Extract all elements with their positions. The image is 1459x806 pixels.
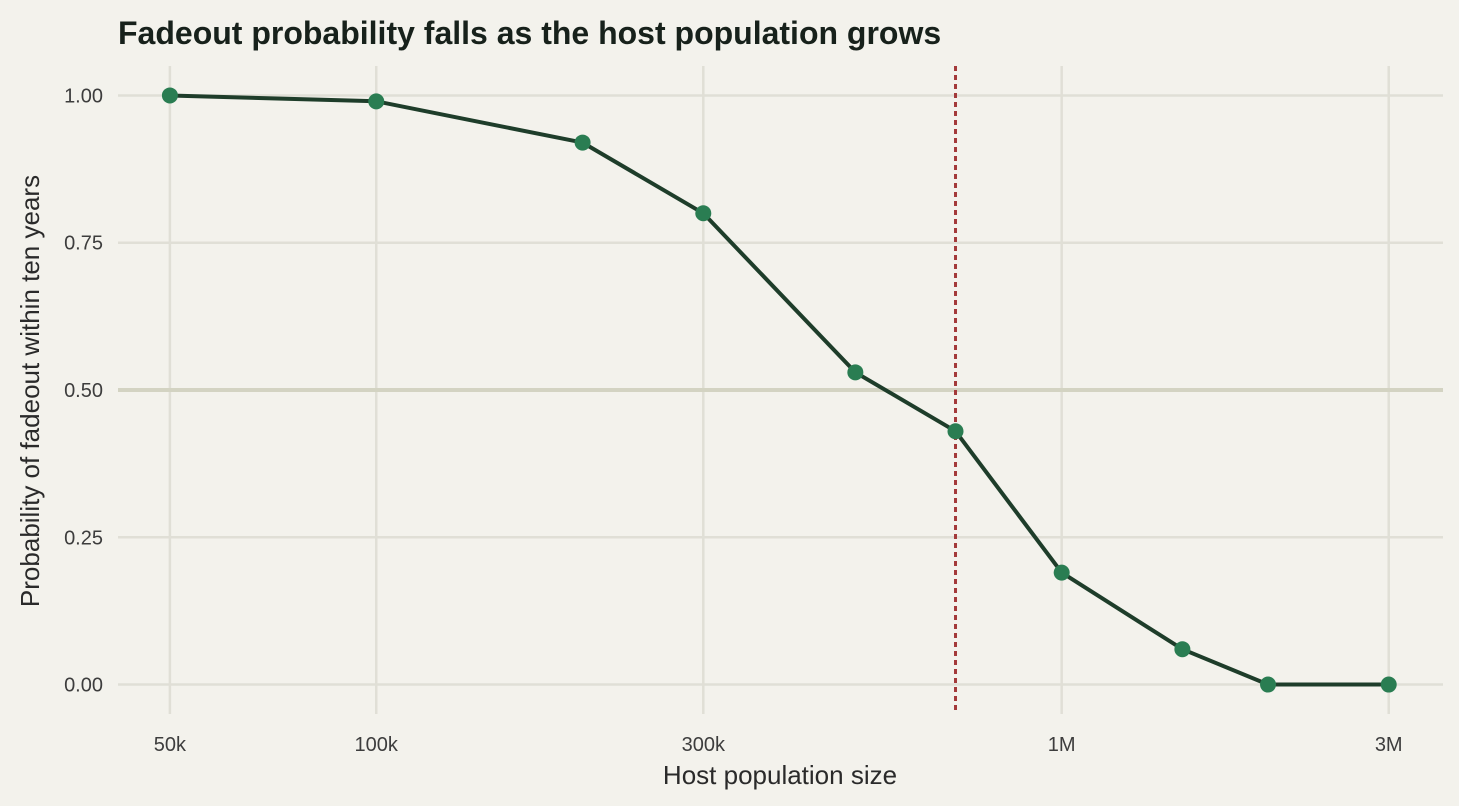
y-tick-label: 0.50 bbox=[64, 380, 103, 402]
x-tick-label: 100k bbox=[355, 734, 399, 756]
x-tick-label: 50k bbox=[154, 734, 187, 756]
y-tick-label: 0.25 bbox=[64, 527, 103, 549]
data-point bbox=[695, 205, 712, 222]
x-tick-label: 3M bbox=[1375, 734, 1403, 756]
reference-lines bbox=[118, 66, 1443, 714]
y-tick-label: 0.00 bbox=[64, 675, 103, 697]
data-point bbox=[1174, 641, 1191, 658]
data-point bbox=[368, 93, 385, 110]
data-point bbox=[1380, 676, 1397, 693]
data-point bbox=[1260, 676, 1277, 693]
data-point bbox=[1053, 564, 1070, 581]
data-point bbox=[574, 134, 591, 151]
x-tick-label: 300k bbox=[682, 734, 726, 756]
series-line bbox=[169, 93, 1389, 687]
y-axis-title: Probability of fadeout within ten years bbox=[15, 175, 45, 607]
x-tick-label: 1M bbox=[1048, 734, 1076, 756]
x-axis-ticks: 50k 100k 300k 1M 3M bbox=[154, 734, 1403, 756]
data-point bbox=[847, 364, 864, 381]
data-series bbox=[161, 87, 1397, 693]
x-axis-title: Host population size bbox=[663, 760, 897, 790]
y-tick-label: 0.75 bbox=[64, 233, 103, 255]
data-point bbox=[947, 423, 964, 440]
y-axis-ticks: 0.00 0.25 0.50 0.75 1.00 bbox=[64, 85, 103, 696]
chart-title: Fadeout probability falls as the host po… bbox=[118, 15, 941, 51]
data-point bbox=[161, 87, 178, 104]
y-tick-label: 1.00 bbox=[64, 85, 103, 107]
